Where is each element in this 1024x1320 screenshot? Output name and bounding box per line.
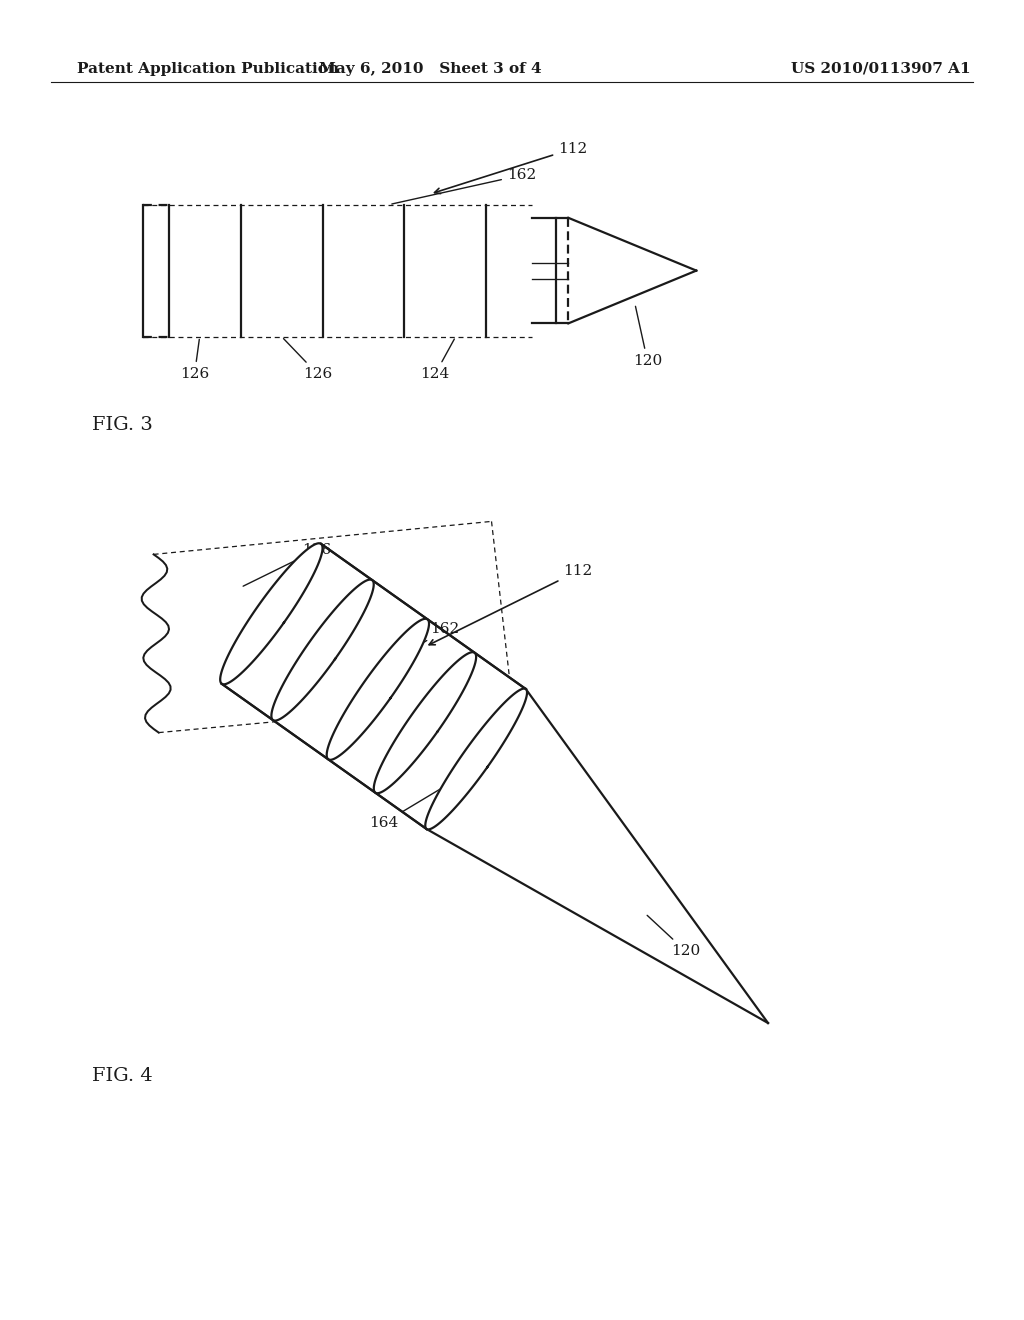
- Text: 164: 164: [370, 785, 446, 830]
- Text: 126: 126: [180, 339, 209, 381]
- Text: 112: 112: [434, 141, 588, 194]
- Polygon shape: [271, 579, 374, 721]
- Polygon shape: [374, 652, 476, 793]
- Text: FIG. 3: FIG. 3: [92, 416, 153, 434]
- Polygon shape: [425, 689, 527, 829]
- Text: 120: 120: [633, 306, 663, 368]
- Text: 120: 120: [647, 915, 700, 958]
- Polygon shape: [220, 544, 323, 684]
- Text: US 2010/0113907 A1: US 2010/0113907 A1: [791, 62, 971, 75]
- Text: 162: 162: [381, 622, 460, 669]
- Text: 126: 126: [284, 339, 332, 381]
- Text: May 6, 2010   Sheet 3 of 4: May 6, 2010 Sheet 3 of 4: [318, 62, 542, 75]
- Text: 124: 124: [421, 339, 455, 381]
- Text: 126: 126: [243, 543, 332, 586]
- Polygon shape: [222, 544, 525, 829]
- Text: Patent Application Publication: Patent Application Publication: [77, 62, 339, 75]
- Polygon shape: [327, 619, 429, 760]
- Text: 162: 162: [392, 168, 537, 205]
- Text: FIG. 4: FIG. 4: [92, 1067, 153, 1085]
- Text: 112: 112: [429, 564, 593, 644]
